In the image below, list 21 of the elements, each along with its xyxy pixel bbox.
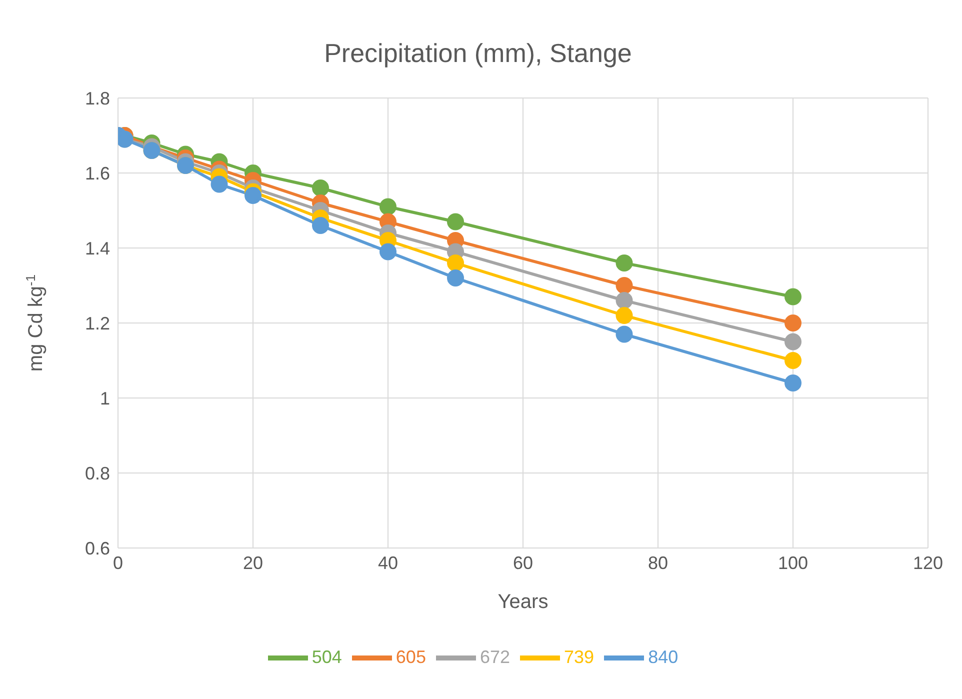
y-tick-label: 1 [100, 388, 110, 408]
chart-title: Precipitation (mm), Stange [323, 37, 633, 70]
legend-label: 672 [480, 646, 510, 667]
y-tick-label: 1.2 [84, 313, 110, 334]
x-tick-label: 60 [512, 552, 534, 573]
legend-label: 504 [312, 646, 342, 667]
x-tick-label: 0 [112, 552, 124, 573]
y-tick-label: 1.6 [84, 163, 110, 184]
x-tick-label: 20 [242, 552, 264, 573]
y-tick-label: 0.8 [84, 463, 110, 484]
legend-label: 605 [396, 646, 426, 667]
legend-label: 739 [564, 646, 594, 667]
y-tick-label: 1.8 [84, 88, 110, 108]
y-tick-label: 0.6 [84, 538, 110, 558]
x-axis-title: Years [498, 591, 548, 613]
y-tick-label: 1.4 [84, 238, 110, 258]
legend-label: 840 [648, 646, 678, 667]
x-tick-label: 100 [778, 552, 808, 573]
x-tick-label: 120 [912, 552, 944, 573]
x-tick-label: 80 [648, 552, 668, 573]
x-tick-label: 40 [378, 552, 398, 573]
